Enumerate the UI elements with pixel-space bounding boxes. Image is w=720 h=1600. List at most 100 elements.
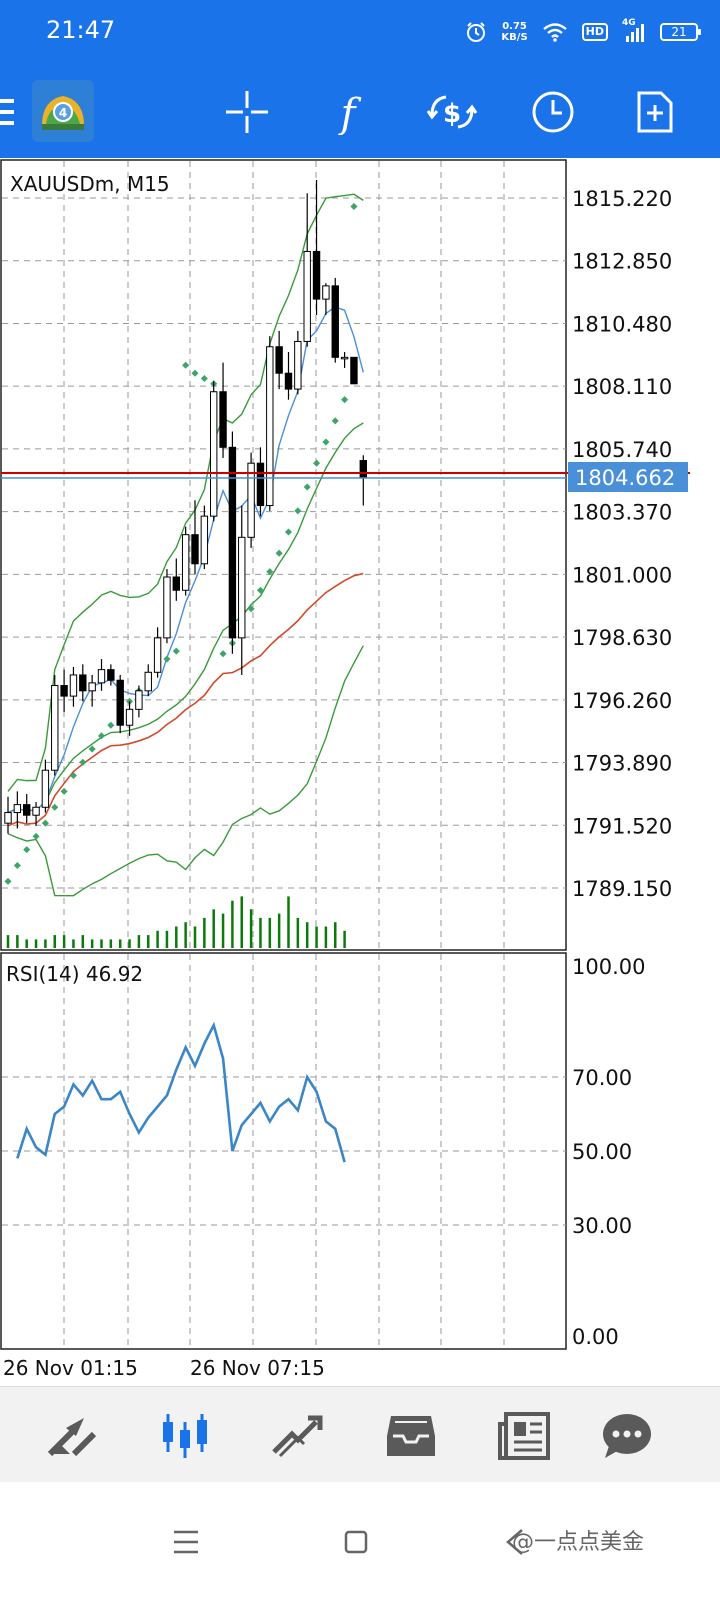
nav-history[interactable] — [381, 1409, 441, 1463]
rsi-line — [16, 1021, 346, 1163]
candle-body — [23, 804, 31, 816]
nav-news[interactable] — [494, 1409, 554, 1463]
bollinger-middle-line — [7, 422, 364, 814]
sar-dot — [284, 528, 293, 536]
net-speed: 0.75 KB/S — [501, 21, 527, 43]
timeframe-icon — [532, 91, 574, 133]
nav-chart[interactable] — [155, 1409, 215, 1463]
hd-badge: HD — [581, 23, 608, 41]
candle-body — [13, 804, 22, 814]
current-price-label: 1804.662 — [575, 466, 675, 490]
candle-body — [107, 669, 115, 681]
trade-icon — [272, 1415, 323, 1458]
home-icon[interactable] — [336, 1522, 376, 1562]
candle-body — [116, 679, 124, 726]
history-icon — [387, 1416, 435, 1456]
sar-dot — [60, 787, 68, 795]
new-order-button[interactable] — [625, 82, 685, 142]
watermark-text: @一点点美金 — [512, 1530, 645, 1555]
price-scale: 1815.220 1812.850 1810.480 1808.110 1805.740… — [572, 187, 672, 901]
battery-indicator: 21 — [660, 23, 701, 41]
indicators-button[interactable]: f — [318, 82, 378, 142]
app-logo[interactable]: 4 — [32, 80, 94, 142]
price-chart[interactable]: 1815.220 1812.850 1810.480 1808.110 1805.740… — [0, 158, 720, 1386]
candle-body — [228, 446, 237, 639]
rsi-frame — [0, 952, 567, 1350]
menu-button[interactable] — [0, 82, 22, 142]
sar-dot — [256, 586, 264, 594]
top-toolbar: 4 f $ — [0, 66, 720, 158]
sar-dot — [275, 549, 283, 557]
alarm-icon — [467, 22, 486, 42]
candle-body — [340, 356, 349, 360]
nav-quotes[interactable] — [42, 1409, 102, 1463]
rsi-scale: 100.00 70.00 50.00 30.00 0.00 — [572, 955, 645, 1349]
price-tick-label: 1798.630 — [572, 626, 672, 650]
candles — [4, 180, 368, 834]
candle-body — [60, 685, 68, 697]
back-icon[interactable] — [500, 1522, 530, 1562]
rsi-tick-label: 0.00 — [572, 1325, 619, 1349]
recent-apps-icon[interactable] — [166, 1522, 206, 1562]
sar-dot — [4, 877, 12, 885]
chart-icon — [163, 1414, 207, 1458]
signal-icon — [626, 24, 644, 42]
symbol-change-button[interactable]: $ — [422, 82, 482, 142]
main-chart-frame — [0, 159, 567, 951]
rsi-polyline — [16, 1021, 346, 1163]
sar-dot — [341, 396, 349, 404]
candle-body — [88, 682, 96, 692]
sar-dot — [107, 721, 115, 729]
candle-body — [210, 391, 218, 517]
crosshair-button[interactable] — [217, 82, 277, 142]
candle-body — [191, 534, 199, 565]
price-tick-label: 1801.000 — [572, 563, 672, 587]
svg-text:4: 4 — [59, 106, 67, 120]
price-tick-label: 1808.110 — [572, 375, 672, 399]
indicator-lines — [7, 193, 364, 897]
bollinger-lower-line — [7, 645, 364, 897]
candle-body — [312, 250, 321, 300]
metatrader-logo-icon: 4 — [32, 80, 94, 142]
moving-average-line — [7, 306, 364, 814]
price-tick-label: 1803.370 — [572, 501, 672, 525]
symbol-label: XAUUSDm, M15 — [10, 172, 170, 196]
sar-dot — [51, 803, 59, 811]
candle-body — [51, 685, 59, 771]
candle-body — [247, 462, 255, 538]
sar-dot — [313, 459, 321, 467]
signal-indicator: 4G — [622, 18, 646, 44]
nav-messages[interactable] — [597, 1409, 657, 1463]
sar-dot — [13, 861, 21, 870]
sar-dot — [182, 361, 190, 369]
status-icons: 0.75 KB/S HD 4G 21 — [465, 16, 701, 48]
status-time: 21:47 — [46, 16, 116, 44]
chart-area[interactable]: 1815.220 1812.850 1810.480 1808.110 1805.740… — [0, 158, 720, 1386]
sar-dot — [97, 732, 106, 740]
candle-body — [69, 674, 78, 697]
time-label-1: 26 Nov 01:15 — [3, 1356, 138, 1380]
sar-dot — [41, 819, 49, 827]
current-price-tag — [568, 462, 688, 492]
nav-trade[interactable] — [268, 1409, 328, 1463]
candle-body — [266, 346, 274, 507]
timeframe-button[interactable] — [523, 82, 583, 142]
indicators-icon: f — [338, 91, 362, 135]
candle-body — [144, 671, 152, 692]
candle-body — [97, 669, 106, 684]
sar-dot — [200, 374, 208, 383]
sar-dot — [219, 650, 227, 658]
sar-dot — [88, 745, 96, 753]
sar-dot — [191, 369, 199, 377]
sar-dot — [322, 438, 330, 446]
candle-body — [322, 285, 330, 300]
candle-body — [219, 391, 227, 448]
candle-body — [238, 536, 246, 639]
sar-dot — [266, 568, 274, 576]
net-speed-value: 0.75 — [502, 21, 527, 32]
price-tick-label: 1791.520 — [572, 814, 672, 838]
candle-body — [200, 515, 209, 565]
price-tick-label: 1796.260 — [572, 689, 672, 713]
price-tick-label: 1793.890 — [572, 752, 672, 776]
candle-body — [163, 576, 171, 639]
